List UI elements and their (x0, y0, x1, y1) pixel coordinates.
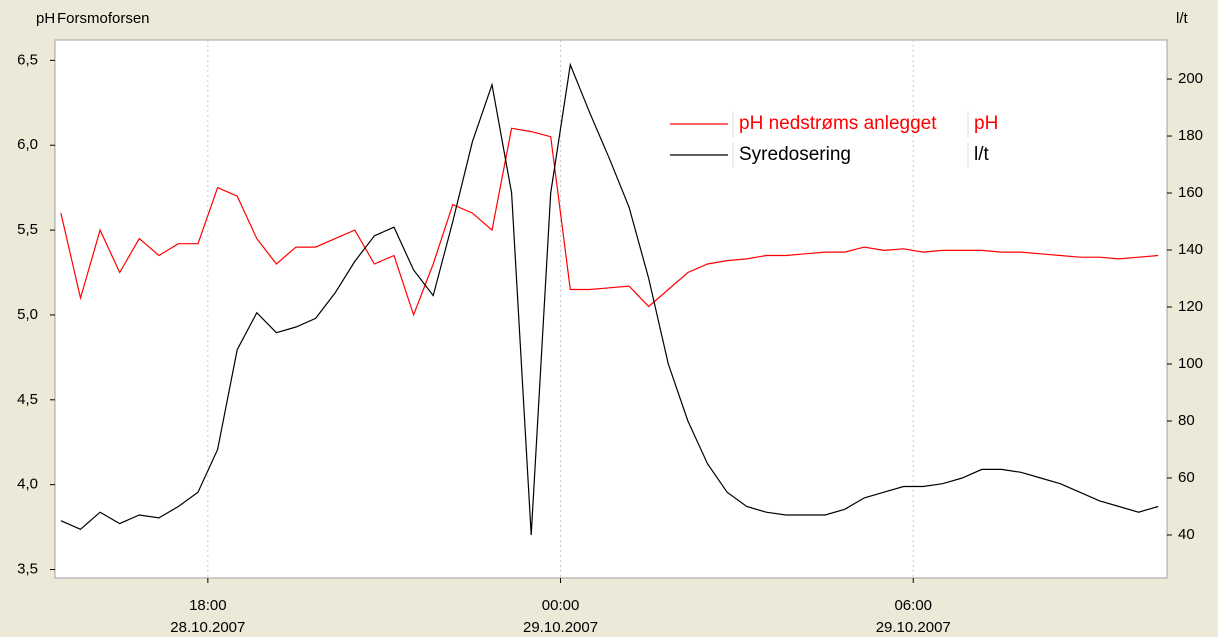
y2-tick-label: 140 (1178, 241, 1203, 258)
x-tick-label: 00:00 (542, 597, 580, 614)
y-tick-label: 5,0 (17, 306, 38, 323)
y-tick-label: 3,5 (17, 560, 38, 577)
y2-tick-label: 160 (1178, 184, 1203, 201)
y-tick-label: 6,5 (17, 51, 38, 68)
chart-title: Forsmoforsen (57, 10, 150, 27)
y-tick-label: 6,0 (17, 136, 38, 153)
y-tick-label: 4,0 (17, 476, 38, 493)
series-line (60, 127, 1159, 317)
y2-axis-label: l/t (1176, 10, 1189, 27)
y2-tick-label: 180 (1178, 127, 1203, 144)
y2-tick-label: 60 (1178, 469, 1195, 486)
series-line (60, 62, 1159, 536)
x-tick-label: 29.10.2007 (523, 619, 598, 636)
x-tick-label: 29.10.2007 (876, 619, 951, 636)
x-tick-label: 18:00 (189, 597, 227, 614)
x-tick-label: 28.10.2007 (170, 619, 245, 636)
y2-tick-label: 80 (1178, 412, 1195, 429)
legend-unit: pH (974, 113, 998, 134)
y2-tick-label: 40 (1178, 526, 1195, 543)
y-tick-label: 4,5 (17, 391, 38, 408)
legend-label: Syredosering (739, 144, 851, 165)
y2-tick-label: 100 (1178, 355, 1203, 372)
legend-label: pH nedstrøms anlegget (739, 113, 937, 134)
x-tick-label: 06:00 (894, 597, 932, 614)
y2-tick-label: 120 (1178, 298, 1203, 315)
plot-area (54, 39, 1168, 579)
legend-unit: l/t (974, 144, 990, 165)
y-tick-label: 5,5 (17, 221, 38, 238)
y-axis-label: pH (36, 10, 55, 27)
y2-tick-label: 200 (1178, 70, 1203, 87)
